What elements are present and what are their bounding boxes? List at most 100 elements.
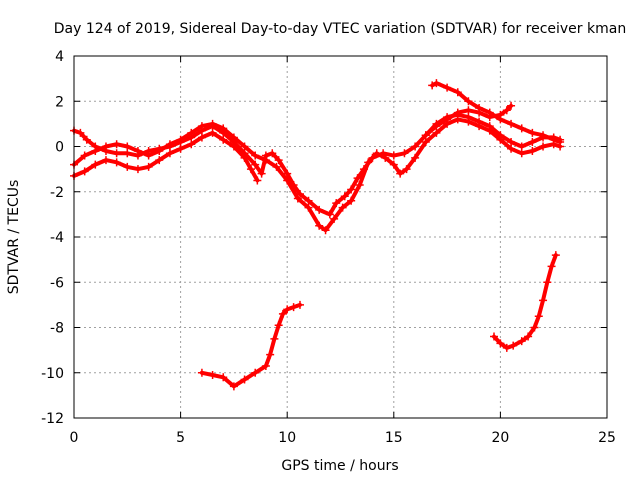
data-point-marker [321, 226, 330, 235]
data-point-marker [528, 137, 537, 146]
x-tick-label: 20 [491, 430, 509, 446]
y-tick-label: -12 [41, 411, 64, 427]
data-point-marker [112, 140, 121, 149]
data-point-marker [229, 133, 238, 142]
data-point-marker [315, 205, 324, 214]
data-point-marker [543, 278, 552, 287]
data-point-marker [453, 88, 462, 97]
data-point-marker [304, 196, 313, 205]
x-tick-label: 15 [385, 430, 403, 446]
data-point-marker [551, 251, 560, 260]
data-point-marker [464, 97, 473, 106]
data-point-marker [496, 339, 505, 348]
data-point-marker [293, 194, 302, 203]
data-point-marker [253, 176, 262, 185]
data-point-marker [443, 115, 452, 124]
data-point-marker [496, 110, 505, 119]
data-point-marker [547, 262, 556, 271]
data-point-marker [261, 156, 270, 165]
data-point-marker [91, 160, 100, 169]
y-tick-label: 4 [55, 49, 64, 65]
data-point-marker [485, 126, 494, 135]
data-point-marker [556, 137, 565, 146]
data-point-marker [123, 162, 132, 171]
data-point-marker [219, 373, 228, 382]
data-point-marker [443, 83, 452, 92]
data-point-marker [268, 149, 277, 158]
data-point-marker [490, 332, 499, 341]
data-point-marker [272, 162, 281, 171]
data-point-marker [197, 133, 206, 142]
data-point-marker [539, 131, 548, 140]
data-point-marker [295, 300, 304, 309]
data-point-marker [82, 135, 91, 144]
data-point-marker [80, 167, 89, 176]
data-point-marker [208, 371, 217, 380]
data-point-marker [502, 106, 511, 115]
data-point-marker [389, 151, 398, 160]
data-point-marker [283, 169, 292, 178]
data-point-marker [101, 142, 110, 151]
data-point-marker [464, 106, 473, 115]
data-point-marker [278, 309, 287, 318]
data-point-marker [432, 79, 441, 88]
series-band [72, 117, 563, 233]
data-point-marker [208, 119, 217, 128]
series-satellite-track-7 [490, 251, 560, 352]
series-satellite-track-5 [421, 101, 516, 140]
data-point-marker [274, 321, 283, 330]
data-point-marker [330, 214, 339, 223]
data-point-marker [325, 210, 334, 219]
data-point-marker [176, 135, 185, 144]
data-point-marker [338, 203, 347, 212]
data-point-marker [155, 147, 164, 156]
data-point-marker [251, 368, 260, 377]
data-point-marker [421, 131, 430, 140]
data-point-marker [229, 382, 238, 391]
data-point-marker [274, 156, 283, 165]
ticks-layer: 0 5 10 15 20 25 -12 -10 -8 -6 -4 -2 0 2 4 [41, 49, 616, 446]
data-point-marker [389, 160, 398, 169]
data-point-marker [528, 147, 537, 156]
data-point-marker [347, 196, 356, 205]
data-point-marker [453, 115, 462, 124]
data-point-marker [208, 128, 217, 137]
x-tick-label: 25 [598, 430, 616, 446]
data-point-marker [270, 334, 279, 343]
series-satellite-track-3 [70, 115, 565, 235]
data-point-marker [315, 221, 324, 230]
data-point-marker [197, 122, 206, 131]
data-point-marker [507, 101, 516, 110]
data-point-marker [411, 142, 420, 151]
series-band [423, 103, 514, 138]
data-point-marker [496, 135, 505, 144]
data-point-marker [502, 343, 511, 352]
y-tick-label: 2 [55, 94, 64, 110]
y-tick-label: -4 [50, 230, 64, 246]
data-point-marker [257, 169, 266, 178]
data-point-marker [112, 158, 121, 167]
data-point-marker [197, 368, 206, 377]
y-axis-label: SDTVAR / TECUs [6, 180, 22, 295]
x-axis-label: GPS time / hours [281, 458, 398, 474]
data-point-marker [400, 149, 409, 158]
data-point-marker [165, 149, 174, 158]
data-point-marker [509, 341, 518, 350]
data-point-marker [517, 337, 526, 346]
data-point-marker [432, 122, 441, 131]
data-point-marker [144, 162, 153, 171]
data-point-marker [530, 323, 539, 332]
data-point-marker [475, 108, 484, 117]
x-tick-label: 0 [70, 430, 79, 446]
data-point-marker [428, 81, 437, 90]
data-point-marker [123, 149, 132, 158]
x-tick-label: 10 [278, 430, 296, 446]
data-point-marker [402, 165, 411, 174]
data-point-marker [464, 117, 473, 126]
data-point-marker [187, 128, 196, 137]
data-point-marker [534, 312, 543, 321]
data-point-marker [372, 149, 381, 158]
data-point-marker [355, 180, 364, 189]
data-point-marker [507, 144, 516, 153]
